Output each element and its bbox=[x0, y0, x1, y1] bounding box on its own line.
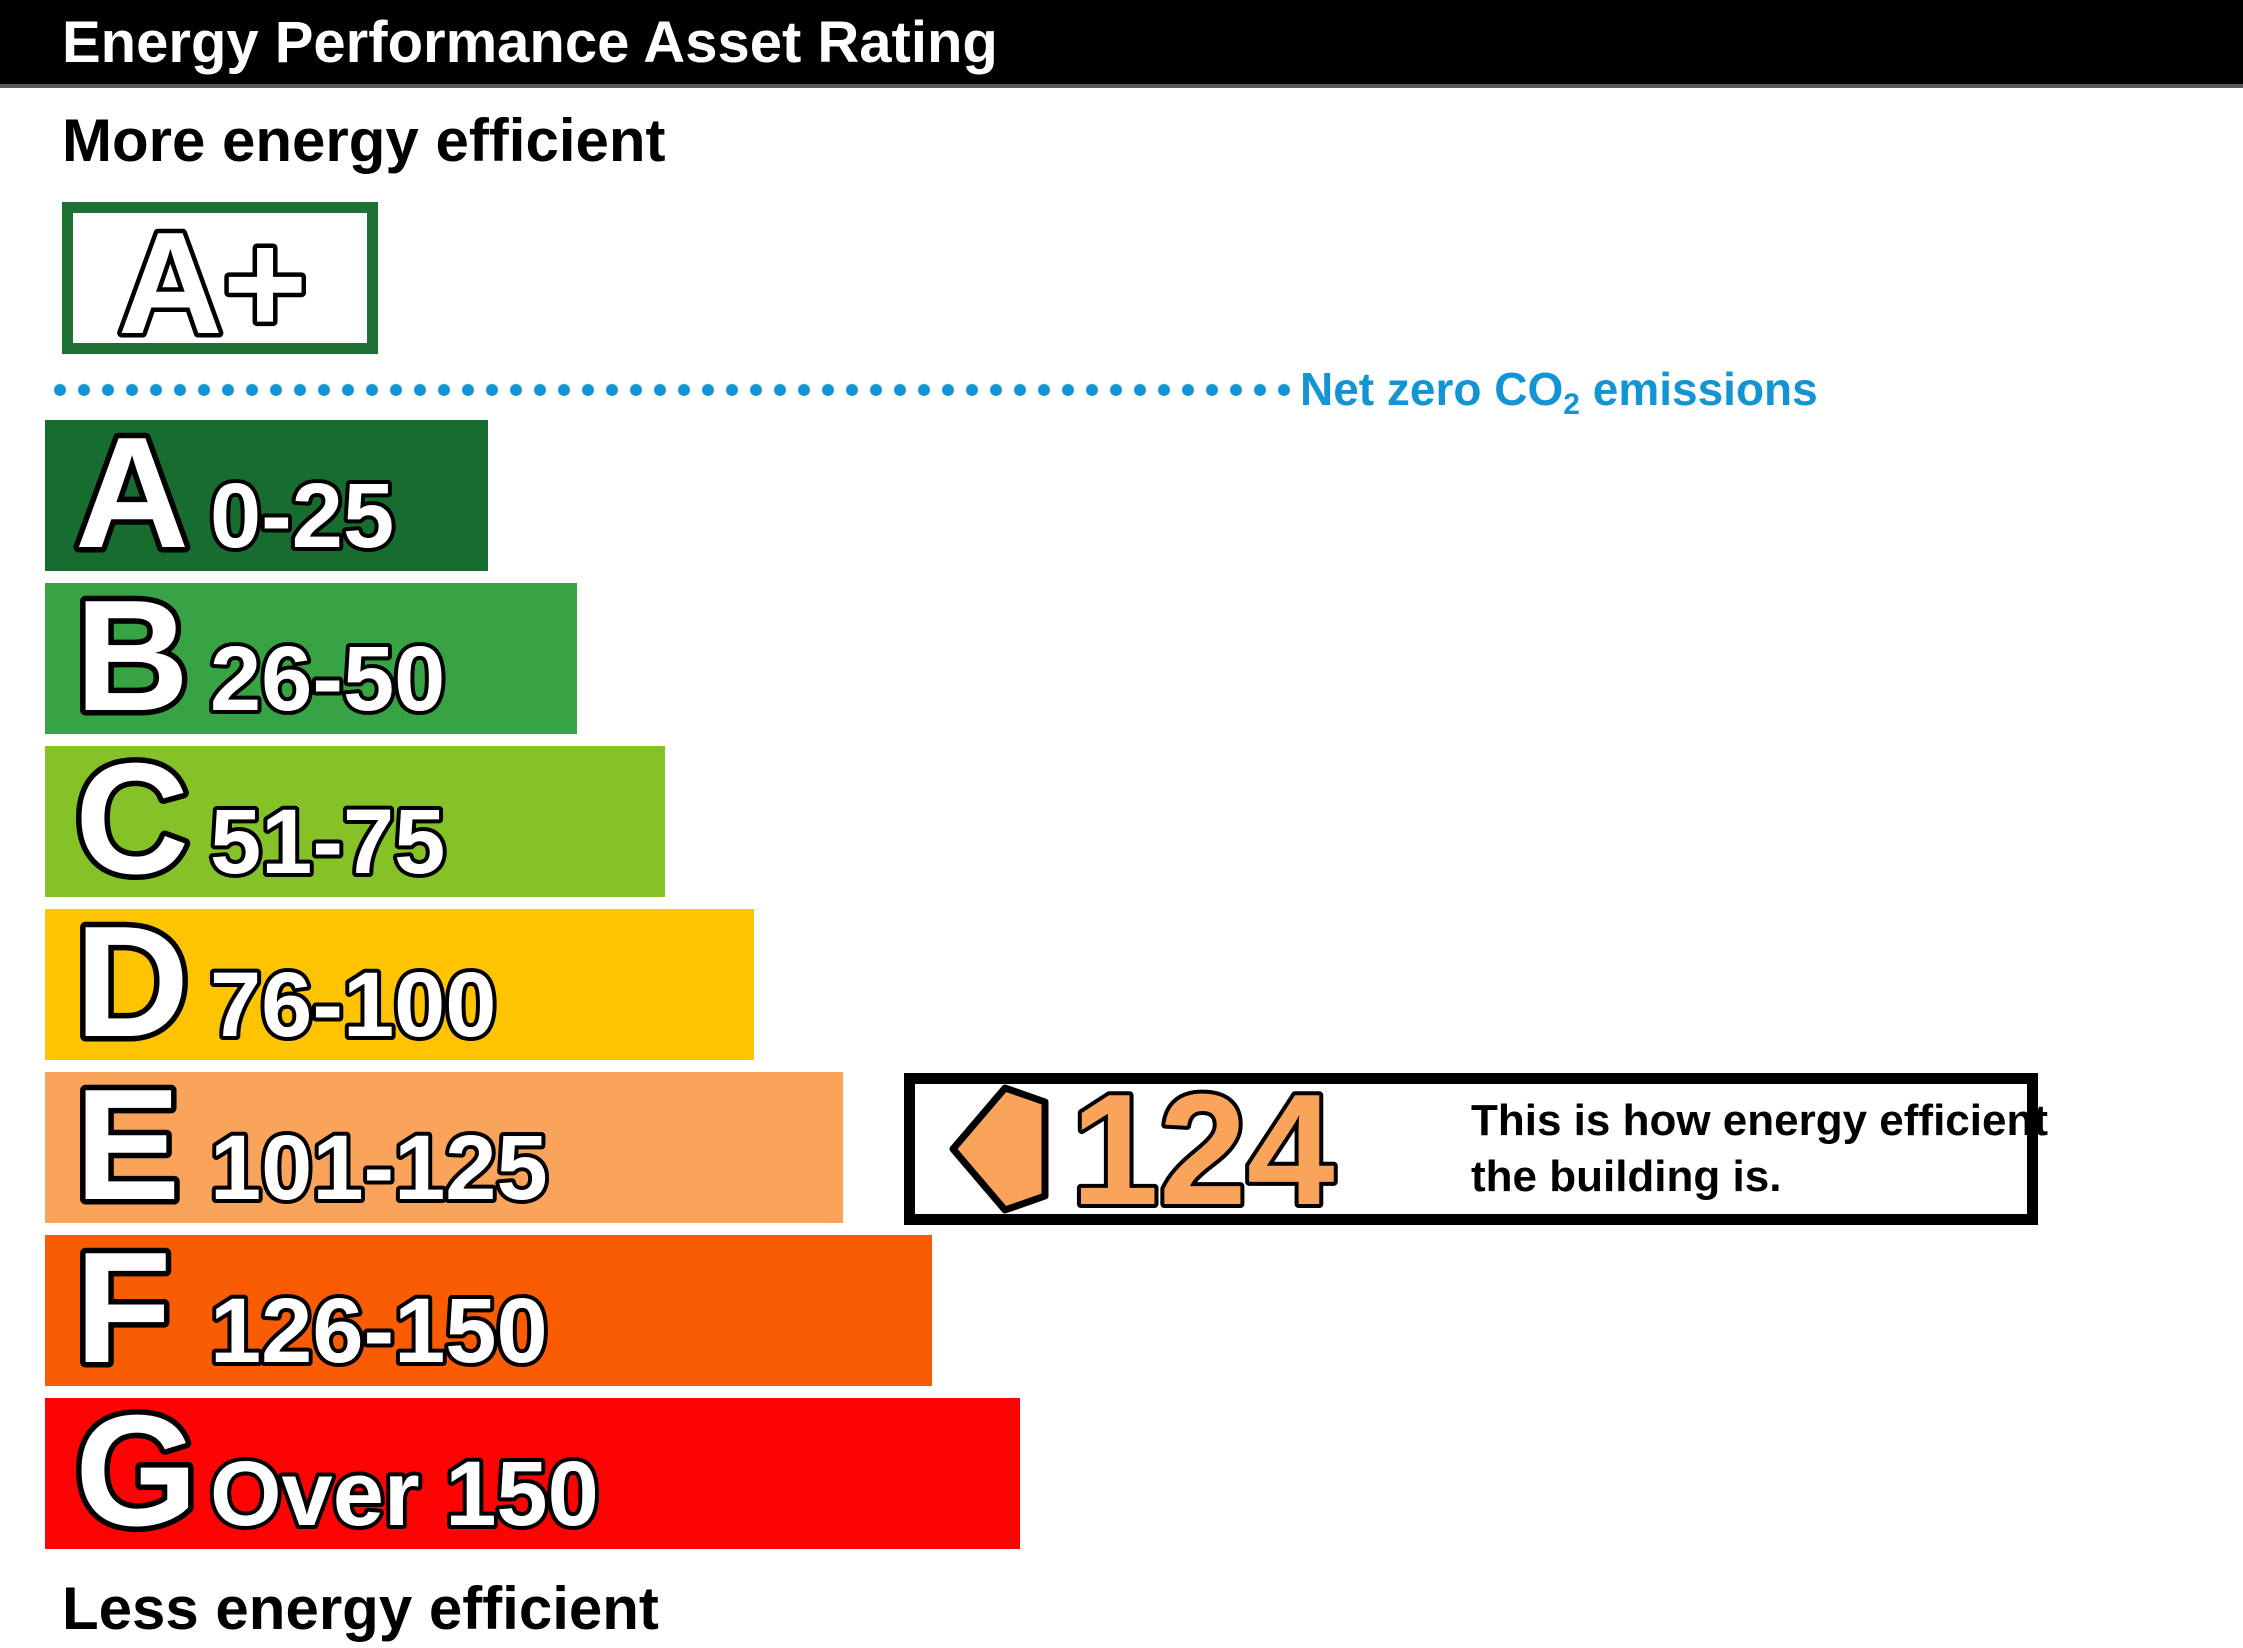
page-title: Energy Performance Asset Rating bbox=[62, 9, 998, 75]
band-letter: B bbox=[75, 568, 189, 744]
band-range: 76-100 bbox=[210, 954, 496, 1056]
a-plus-label: A+ bbox=[118, 202, 307, 364]
band-range: 0-25 bbox=[210, 465, 394, 567]
band-row-a: A 0-25 bbox=[45, 400, 488, 587]
left-arrow-icon bbox=[949, 1084, 1049, 1214]
band-row-e: E 101-125 bbox=[45, 1052, 843, 1239]
a-plus-badge: A+ bbox=[62, 198, 378, 369]
band-row-f: F 126-150 bbox=[45, 1215, 932, 1402]
net-zero-subscript: 2 bbox=[1563, 388, 1580, 421]
net-zero-text-after: emissions bbox=[1579, 363, 1818, 415]
band-range: 126-150 bbox=[210, 1280, 548, 1382]
band-letter: G bbox=[75, 1383, 198, 1559]
rating-value-graphic: 124 bbox=[1067, 1058, 1339, 1242]
rating-value: 124 bbox=[1071, 1062, 1335, 1238]
band-letter: A bbox=[75, 405, 189, 581]
band-letter: D bbox=[75, 894, 189, 1070]
band-row-c: C 51-75 bbox=[45, 726, 665, 913]
band-range: 26-50 bbox=[210, 628, 445, 730]
net-zero-text: Net zero CO bbox=[1300, 363, 1564, 415]
indicator-caption-line1: This is how energy efficient bbox=[1471, 1096, 2049, 1146]
band-letter: E bbox=[75, 1057, 180, 1233]
band-letter: C bbox=[75, 731, 189, 907]
more-efficient-label: More energy efficient bbox=[62, 107, 666, 174]
band-range: 101-125 bbox=[210, 1117, 548, 1219]
header-bar: Energy Performance Asset Rating bbox=[0, 0, 2243, 88]
band-row-b: B 26-50 bbox=[45, 563, 577, 750]
indicator-caption-line2: the building is. bbox=[1471, 1152, 1782, 1201]
current-rating-indicator: 124 This is how energy efficient the bui… bbox=[904, 1058, 2048, 1242]
band-letter: F bbox=[75, 1220, 172, 1396]
band-range: Over 150 bbox=[210, 1443, 599, 1545]
band-range: 51-75 bbox=[210, 791, 445, 893]
band-row-g: G Over 150 bbox=[45, 1378, 1020, 1565]
net-zero-dotted-line bbox=[48, 372, 1292, 408]
band-row-d: D 76-100 bbox=[45, 889, 754, 1076]
less-efficient-label: Less energy efficient bbox=[62, 1575, 659, 1642]
a-plus-letters: A+ bbox=[114, 198, 312, 369]
indicator-caption: This is how energy efficient the buildin… bbox=[1471, 1093, 2048, 1205]
net-zero-label: Net zero CO2 emissions bbox=[1300, 366, 1818, 420]
